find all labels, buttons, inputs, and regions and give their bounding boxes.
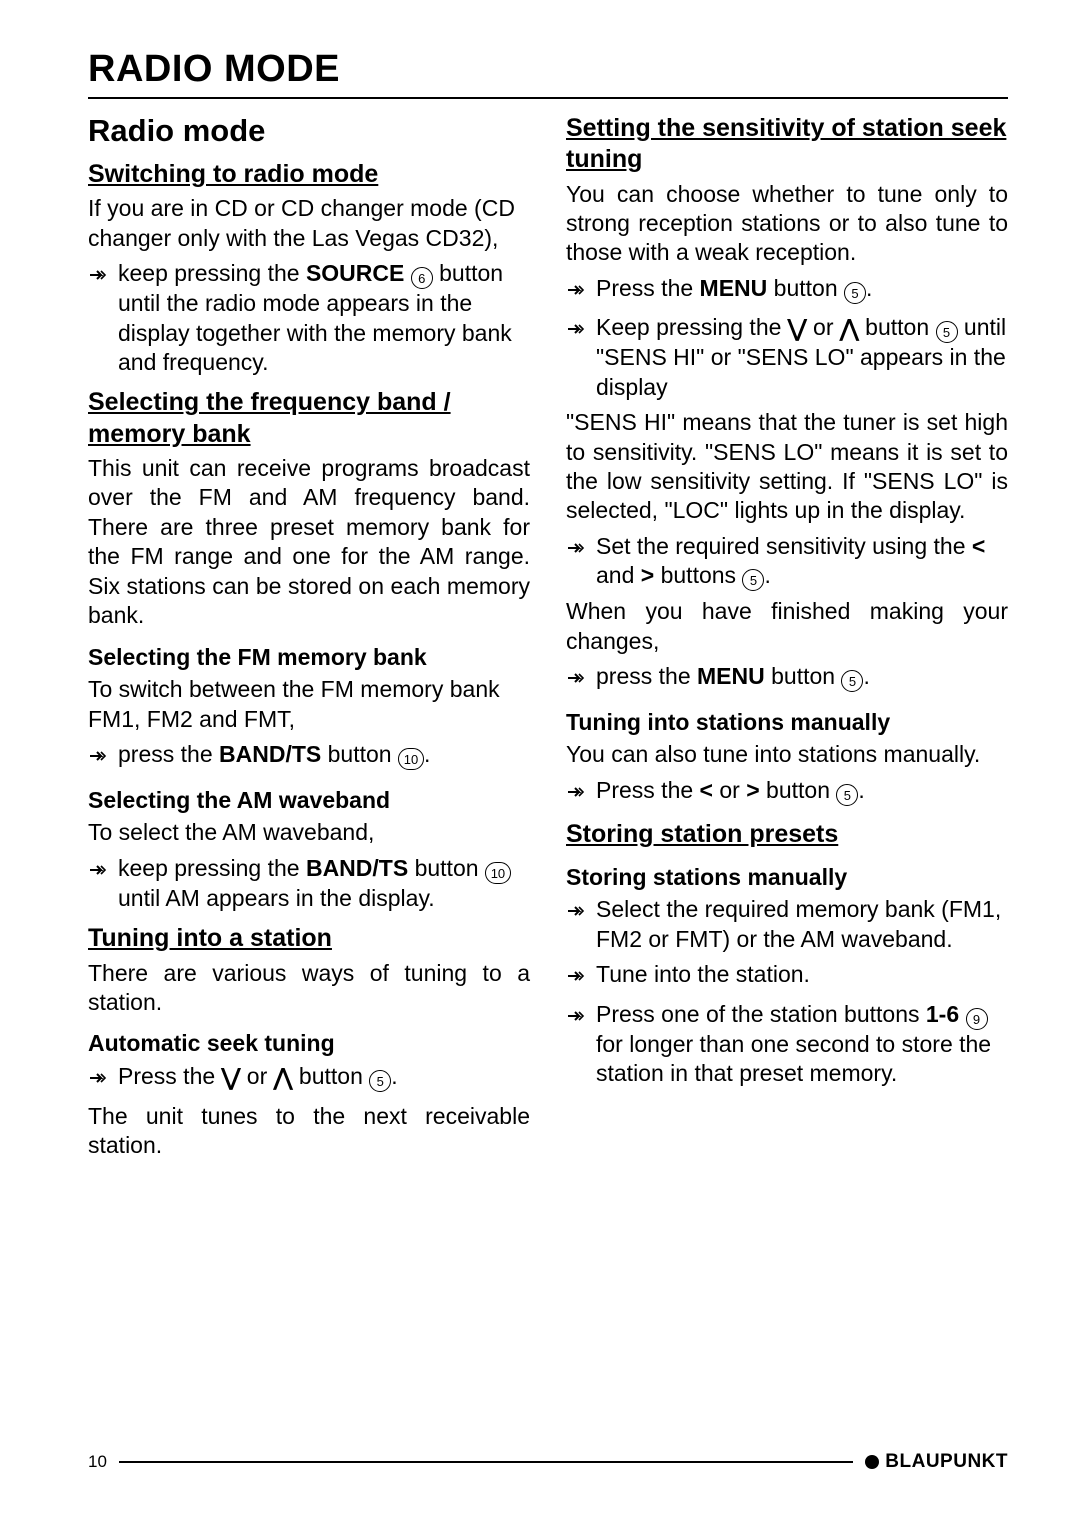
step-arrow-icon	[566, 1004, 586, 1033]
step-arrow-icon	[566, 899, 586, 928]
up-icon: ⋀	[840, 314, 859, 343]
button-ref-10: 10	[485, 862, 511, 884]
step-item: Select the required memory bank (FM1, FM…	[566, 895, 1008, 954]
subhead-sensitivity: Setting the sensitivity of station seek …	[566, 113, 1008, 176]
step-item: Press the ⋁ or ⋀ button 5.	[88, 1062, 530, 1095]
up-icon: ⋀	[274, 1063, 293, 1092]
paragraph: You can also tune into stations manually…	[566, 740, 1008, 769]
button-ref-5: 5	[369, 1070, 391, 1092]
step-text: Press the ⋁ or ⋀ button 5.	[118, 1062, 530, 1092]
paragraph: This unit can receive programs broadcast…	[88, 454, 530, 631]
page-footer: 10 BLAUPUNKT	[88, 1451, 1008, 1473]
step-text: Set the required sensitivity using the <…	[596, 532, 1008, 591]
paragraph: When you have finished making your chang…	[566, 597, 1008, 656]
footer-rule	[119, 1461, 853, 1463]
page-number: 10	[88, 1452, 107, 1472]
brand-dot-icon	[865, 1455, 879, 1469]
button-ref-9: 9	[966, 1008, 988, 1030]
step-text: Select the required memory bank (FM1, FM…	[596, 895, 1008, 954]
page-header: RADIO MODE	[88, 48, 1008, 99]
right-column: Setting the sensitivity of station seek …	[566, 113, 1008, 1166]
left-icon: <	[700, 777, 713, 803]
right-icon: >	[641, 562, 654, 588]
step-text: Press the < or > button 5.	[596, 776, 1008, 806]
manual-page: RADIO MODE Radio mode Switching to radio…	[0, 0, 1080, 1525]
button-ref-5: 5	[742, 569, 764, 591]
paragraph: There are various ways of tuning to a st…	[88, 959, 530, 1018]
step-text: press the BAND/TS button 10.	[118, 740, 530, 770]
button-ref-5: 5	[836, 784, 858, 806]
subhead-freq-band: Selecting the frequency band / memory ba…	[88, 387, 530, 450]
paragraph: To select the AM waveband,	[88, 818, 530, 847]
step-text: keep pressing the BAND/TS button 10 unti…	[118, 854, 530, 913]
step-arrow-icon	[88, 1066, 108, 1095]
step-arrow-icon	[566, 536, 586, 565]
step-item: press the MENU button 5.	[566, 662, 1008, 695]
step-item: keep pressing the SOURCE 6 button until …	[88, 259, 530, 377]
subsubhead-store-manual: Storing stations manually	[566, 863, 1008, 892]
step-arrow-icon	[88, 263, 108, 292]
step-text: Press one of the station buttons 1-6 9 f…	[596, 1000, 1008, 1089]
step-arrow-icon	[566, 780, 586, 809]
brand-name: BLAUPUNKT	[885, 1451, 1008, 1473]
paragraph: "SENS HI" means that the tuner is set hi…	[566, 408, 1008, 526]
subhead-switching: Switching to radio mode	[88, 159, 530, 190]
step-text: Tune into the station.	[596, 960, 1008, 989]
step-item: Press the MENU button 5.	[566, 274, 1008, 307]
step-arrow-icon	[566, 317, 586, 346]
button-ref-10: 10	[398, 748, 424, 770]
step-item: Set the required sensitivity using the <…	[566, 532, 1008, 591]
down-icon: ⋁	[788, 314, 807, 343]
paragraph: If you are in CD or CD changer mode (CD …	[88, 194, 530, 253]
step-item: Tune into the station.	[566, 960, 1008, 993]
left-icon: <	[972, 533, 985, 559]
step-item: Press the < or > button 5.	[566, 776, 1008, 809]
step-item: keep pressing the BAND/TS button 10 unti…	[88, 854, 530, 913]
step-text: keep pressing the SOURCE 6 button until …	[118, 259, 530, 377]
brand-logo: BLAUPUNKT	[865, 1451, 1008, 1473]
paragraph: To switch between the FM memory bank FM1…	[88, 675, 530, 734]
paragraph: You can choose whether to tune only to s…	[566, 180, 1008, 268]
step-arrow-icon	[88, 744, 108, 773]
button-ref-5: 5	[841, 670, 863, 692]
step-item: Keep pressing the ⋁ or ⋀ button 5 until …	[566, 313, 1008, 402]
subhead-tuning: Tuning into a station	[88, 923, 530, 954]
down-icon: ⋁	[222, 1063, 241, 1092]
subhead-storing: Storing station presets	[566, 819, 1008, 850]
step-arrow-icon	[566, 278, 586, 307]
right-icon: >	[746, 777, 759, 803]
button-ref-5: 5	[936, 321, 958, 343]
subsubhead-manual-tune: Tuning into stations manually	[566, 708, 1008, 737]
step-arrow-icon	[88, 858, 108, 887]
button-ref-6: 6	[411, 267, 433, 289]
step-text: Press the MENU button 5.	[596, 274, 1008, 304]
button-ref-5: 5	[844, 282, 866, 304]
subsubhead-am: Selecting the AM waveband	[88, 786, 530, 815]
step-arrow-icon	[566, 666, 586, 695]
step-item: Press one of the station buttons 1-6 9 f…	[566, 1000, 1008, 1089]
step-arrow-icon	[566, 964, 586, 993]
paragraph: The unit tunes to the next receivable st…	[88, 1102, 530, 1161]
step-text: Keep pressing the ⋁ or ⋀ button 5 until …	[596, 313, 1008, 402]
left-column: Radio mode Switching to radio mode If yo…	[88, 113, 530, 1166]
section-title: Radio mode	[88, 113, 530, 149]
step-item: press the BAND/TS button 10.	[88, 740, 530, 773]
step-text: press the MENU button 5.	[596, 662, 1008, 692]
two-column-layout: Radio mode Switching to radio mode If yo…	[88, 113, 1008, 1166]
subsubhead-auto-seek: Automatic seek tuning	[88, 1029, 530, 1058]
subsubhead-fm: Selecting the FM memory bank	[88, 643, 530, 672]
